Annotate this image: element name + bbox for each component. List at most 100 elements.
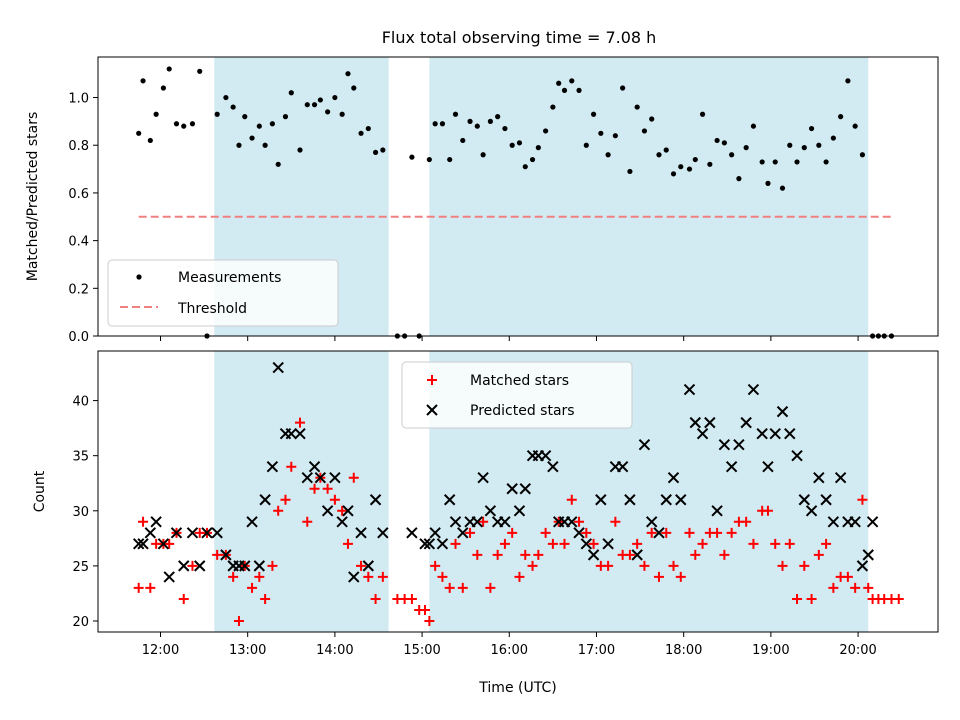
predicted-point [762,460,774,473]
predicted-point [429,527,441,539]
predicted-point [477,472,489,484]
predicted-point [362,560,375,572]
predicted-point [616,460,629,473]
measurement-point [242,114,248,120]
measurement-point [569,78,575,84]
y-tick-label: 35 [72,450,89,465]
measurement-point [214,111,220,117]
measurement-point [426,156,432,163]
legend-measurements-label: Measurements [178,270,281,286]
measurement-point [561,87,568,93]
matched-point [533,549,544,560]
predicted-point [866,516,879,528]
predicted-point [547,460,559,473]
x-tick-label: 12:00 [142,643,179,658]
y-tick-label: 30 [72,505,89,520]
measurement-point [729,152,735,158]
measurement-point [516,140,523,146]
x-axis-label: Time (UTC) [478,680,556,696]
measurement-point [166,66,172,72]
predicted-point [132,538,145,550]
matched-point [138,516,149,527]
predicted-point [423,538,436,550]
measurement-point [656,152,662,158]
matched-point [547,538,558,549]
matched-point [267,560,278,571]
predicted-point [272,361,284,374]
x-tick-label: 20:00 [839,643,876,658]
predicted-point [137,538,149,550]
legend-threshold-label: Threshold [177,301,247,317]
y-tick-label: 20 [72,615,89,630]
predicted-point [849,516,861,528]
measurement-point [852,123,858,129]
matched-point [478,516,489,527]
measurement-point [787,142,793,148]
predicted-point [733,438,745,451]
matched-point [777,560,788,571]
predicted-point [201,527,213,539]
matched-point [520,549,531,560]
measurement-point [439,121,446,127]
matched-point [377,571,388,582]
measurement-point [487,118,493,124]
measurement-point [707,161,713,167]
x-tick-label: 15:00 [403,643,440,658]
chart-title: Flux total observing time = 7.08 h [382,28,657,47]
predicted-point [419,538,431,550]
predicted-point [294,427,306,440]
measurement-point [686,166,693,172]
matched-point [784,538,795,549]
measurement-point [147,137,153,144]
y-axis-label: Count [32,470,48,512]
measurement-point [262,142,268,148]
measurement-point [550,104,556,110]
predicted-point [348,571,360,583]
matched-point [485,582,496,593]
predicted-point [747,383,760,396]
matched-point [233,615,244,626]
measurement-point [556,80,562,86]
predicted-point [776,405,789,418]
measurement-point [838,114,844,120]
matched-point [574,516,585,527]
predicted-point [683,383,696,396]
measurement-point [311,102,318,108]
measurement-point [583,142,589,148]
y-tick-label: 0.0 [68,330,89,345]
predicted-point [170,527,183,539]
predicted-point [573,527,585,539]
matched-point [430,560,441,571]
predicted-point [336,516,348,528]
measurement-point [845,78,851,84]
predicted-point [711,505,723,517]
predicted-point [513,505,526,517]
predicted-point [740,416,752,429]
measurement-point [282,114,289,120]
predicted-point [150,516,162,528]
y-tick-label: 40 [72,395,89,410]
predicted-point [580,538,593,550]
measurement-point [627,168,633,175]
matched-point [792,593,803,604]
measurement-point [181,123,187,129]
measurement-point [256,123,262,129]
y-tick-label: 0.8 [68,139,89,154]
measurement-point [634,104,640,110]
matched-point [228,571,239,582]
measurement-point [351,85,357,91]
measurement-point [358,130,364,136]
matched-point [419,604,430,615]
matched-point [492,549,503,560]
matched-point [164,538,175,549]
matched-point [370,593,381,604]
predicted-point [756,427,768,440]
matched-point [295,417,306,428]
measurement-point [332,94,338,101]
matched-point [748,538,759,549]
measurement-point [452,111,459,117]
predicted-point [653,527,665,539]
predicted-point [285,427,297,440]
measurement-point [743,145,749,151]
